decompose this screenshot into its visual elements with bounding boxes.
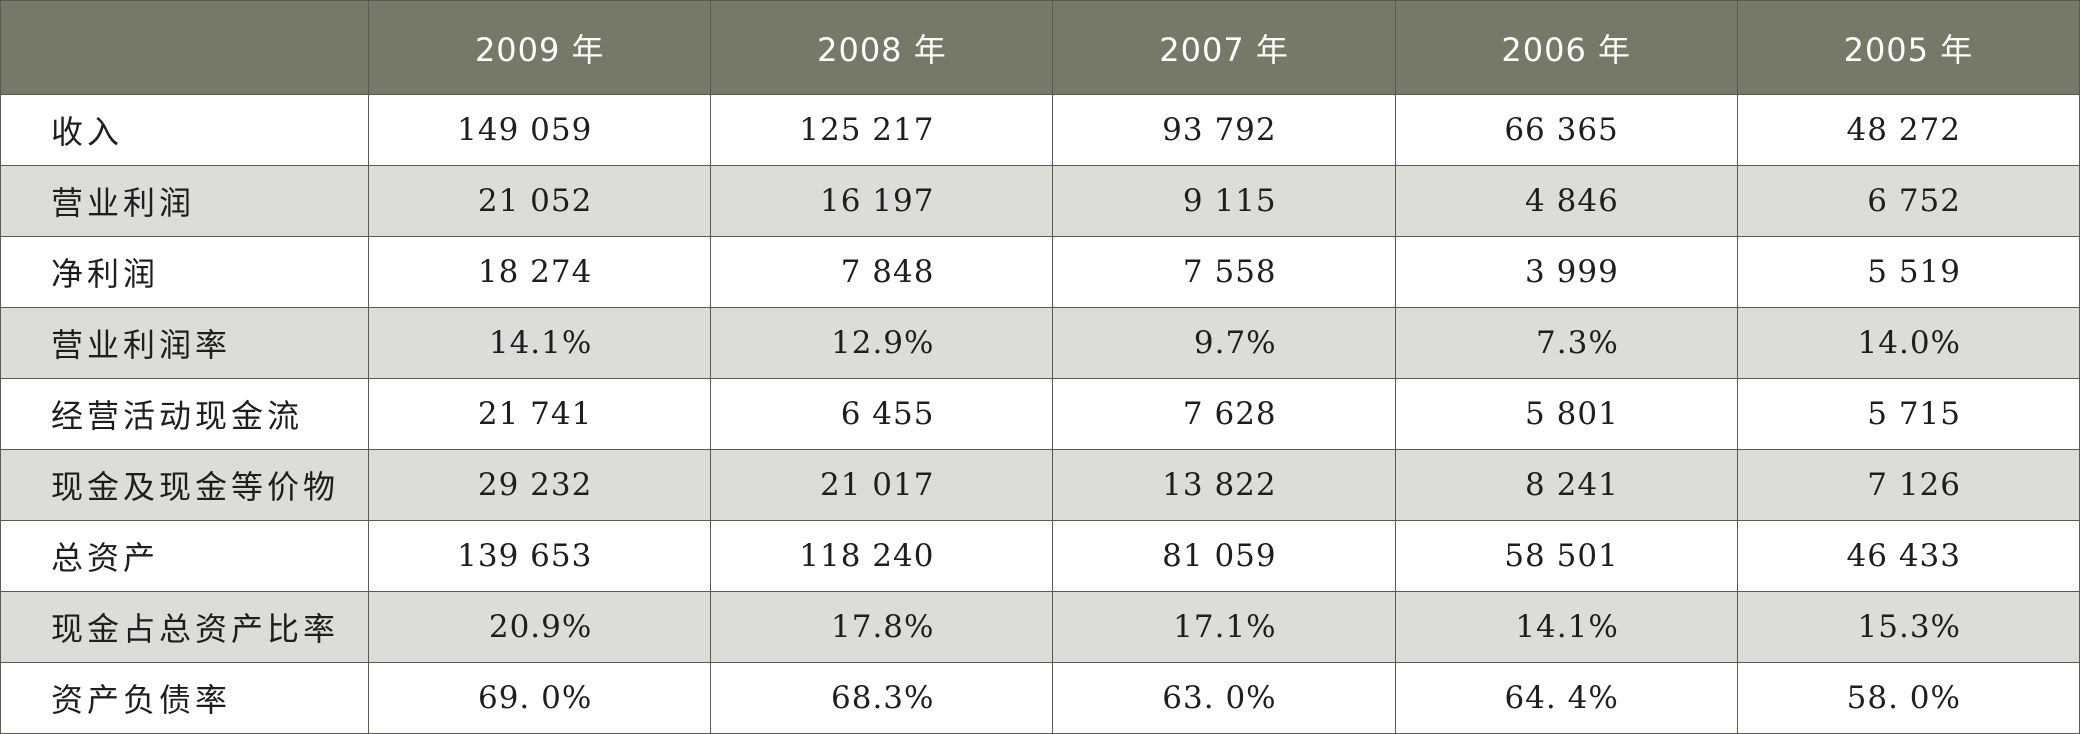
table-cell: 13 822 xyxy=(1052,449,1396,521)
table-cell: 9 115 xyxy=(1052,165,1396,237)
table-cell: 93 792 xyxy=(1052,94,1396,166)
table-cell: 58. 0% xyxy=(1736,662,2080,734)
row-label: 净利润 xyxy=(0,236,370,308)
year-header: 2005 年 xyxy=(1736,0,2080,95)
table-row: 现金占总资产比率 20.9% 17.8% 17.1% 14.1% 15.3% xyxy=(0,591,2080,663)
table-row: 收入 149 059 125 217 93 792 66 365 48 272 xyxy=(0,94,2080,166)
table-cell: 5 801 xyxy=(1394,378,1738,450)
table-cell: 17.8% xyxy=(710,591,1054,663)
table-row: 资产负债率 69. 0% 68.3% 63. 0% 64. 4% 58. 0% xyxy=(0,662,2080,734)
table-cell: 63. 0% xyxy=(1052,662,1396,734)
table-cell: 64. 4% xyxy=(1394,662,1738,734)
table-cell: 14.1% xyxy=(1394,591,1738,663)
row-label: 营业利润 xyxy=(0,165,370,237)
row-label: 总资产 xyxy=(0,520,370,592)
row-label: 营业利润率 xyxy=(0,307,370,379)
row-label: 经营活动现金流 xyxy=(0,378,370,450)
table-row: 营业利润 21 052 16 197 9 115 4 846 6 752 xyxy=(0,165,2080,237)
table-cell: 66 365 xyxy=(1394,94,1738,166)
table-cell: 69. 0% xyxy=(368,662,712,734)
table-cell: 18 274 xyxy=(368,236,712,308)
table-cell: 58 501 xyxy=(1394,520,1738,592)
table-cell: 16 197 xyxy=(710,165,1054,237)
table-cell: 7 558 xyxy=(1052,236,1396,308)
row-label: 收入 xyxy=(0,94,370,166)
table-cell: 48 272 xyxy=(1736,94,2080,166)
year-header: 2009 年 xyxy=(368,0,712,95)
table-cell: 4 846 xyxy=(1394,165,1738,237)
table-cell: 12.9% xyxy=(710,307,1054,379)
table-cell: 21 741 xyxy=(368,378,712,450)
table-cell: 8 241 xyxy=(1394,449,1738,521)
table-cell: 9.7% xyxy=(1052,307,1396,379)
table-cell: 21 052 xyxy=(368,165,712,237)
year-header: 2008 年 xyxy=(710,0,1054,95)
table-row: 总资产 139 653 118 240 81 059 58 501 46 433 xyxy=(0,520,2080,592)
table-cell: 6 752 xyxy=(1736,165,2080,237)
table-cell: 29 232 xyxy=(368,449,712,521)
corner-cell xyxy=(0,0,370,95)
table-cell: 7 848 xyxy=(710,236,1054,308)
table-cell: 125 217 xyxy=(710,94,1054,166)
table-row: 净利润 18 274 7 848 7 558 3 999 5 519 xyxy=(0,236,2080,308)
table-cell: 7 126 xyxy=(1736,449,2080,521)
table-cell: 21 017 xyxy=(710,449,1054,521)
table-cell: 7 628 xyxy=(1052,378,1396,450)
table-cell: 6 455 xyxy=(710,378,1054,450)
header-row: 2009 年 2008 年 2007 年 2006 年 2005 年 xyxy=(0,0,2080,95)
table-cell: 149 059 xyxy=(368,94,712,166)
table-cell: 5 715 xyxy=(1736,378,2080,450)
row-label: 现金占总资产比率 xyxy=(0,591,370,663)
table-cell: 14.0% xyxy=(1736,307,2080,379)
year-header: 2006 年 xyxy=(1394,0,1738,95)
table-cell: 81 059 xyxy=(1052,520,1396,592)
table-row: 现金及现金等价物 29 232 21 017 13 822 8 241 7 12… xyxy=(0,449,2080,521)
table-cell: 46 433 xyxy=(1736,520,2080,592)
row-label: 资产负债率 xyxy=(0,662,370,734)
table-row: 经营活动现金流 21 741 6 455 7 628 5 801 5 715 xyxy=(0,378,2080,450)
table-cell: 7.3% xyxy=(1394,307,1738,379)
year-header: 2007 年 xyxy=(1052,0,1396,95)
table-cell: 14.1% xyxy=(368,307,712,379)
table-cell: 5 519 xyxy=(1736,236,2080,308)
table-cell: 20.9% xyxy=(368,591,712,663)
row-label: 现金及现金等价物 xyxy=(0,449,370,521)
table-cell: 118 240 xyxy=(710,520,1054,592)
table-cell: 139 653 xyxy=(368,520,712,592)
table-cell: 3 999 xyxy=(1394,236,1738,308)
table-cell: 15.3% xyxy=(1736,591,2080,663)
table-row: 营业利润率 14.1% 12.9% 9.7% 7.3% 14.0% xyxy=(0,307,2080,379)
table-cell: 68.3% xyxy=(710,662,1054,734)
table-cell: 17.1% xyxy=(1052,591,1396,663)
